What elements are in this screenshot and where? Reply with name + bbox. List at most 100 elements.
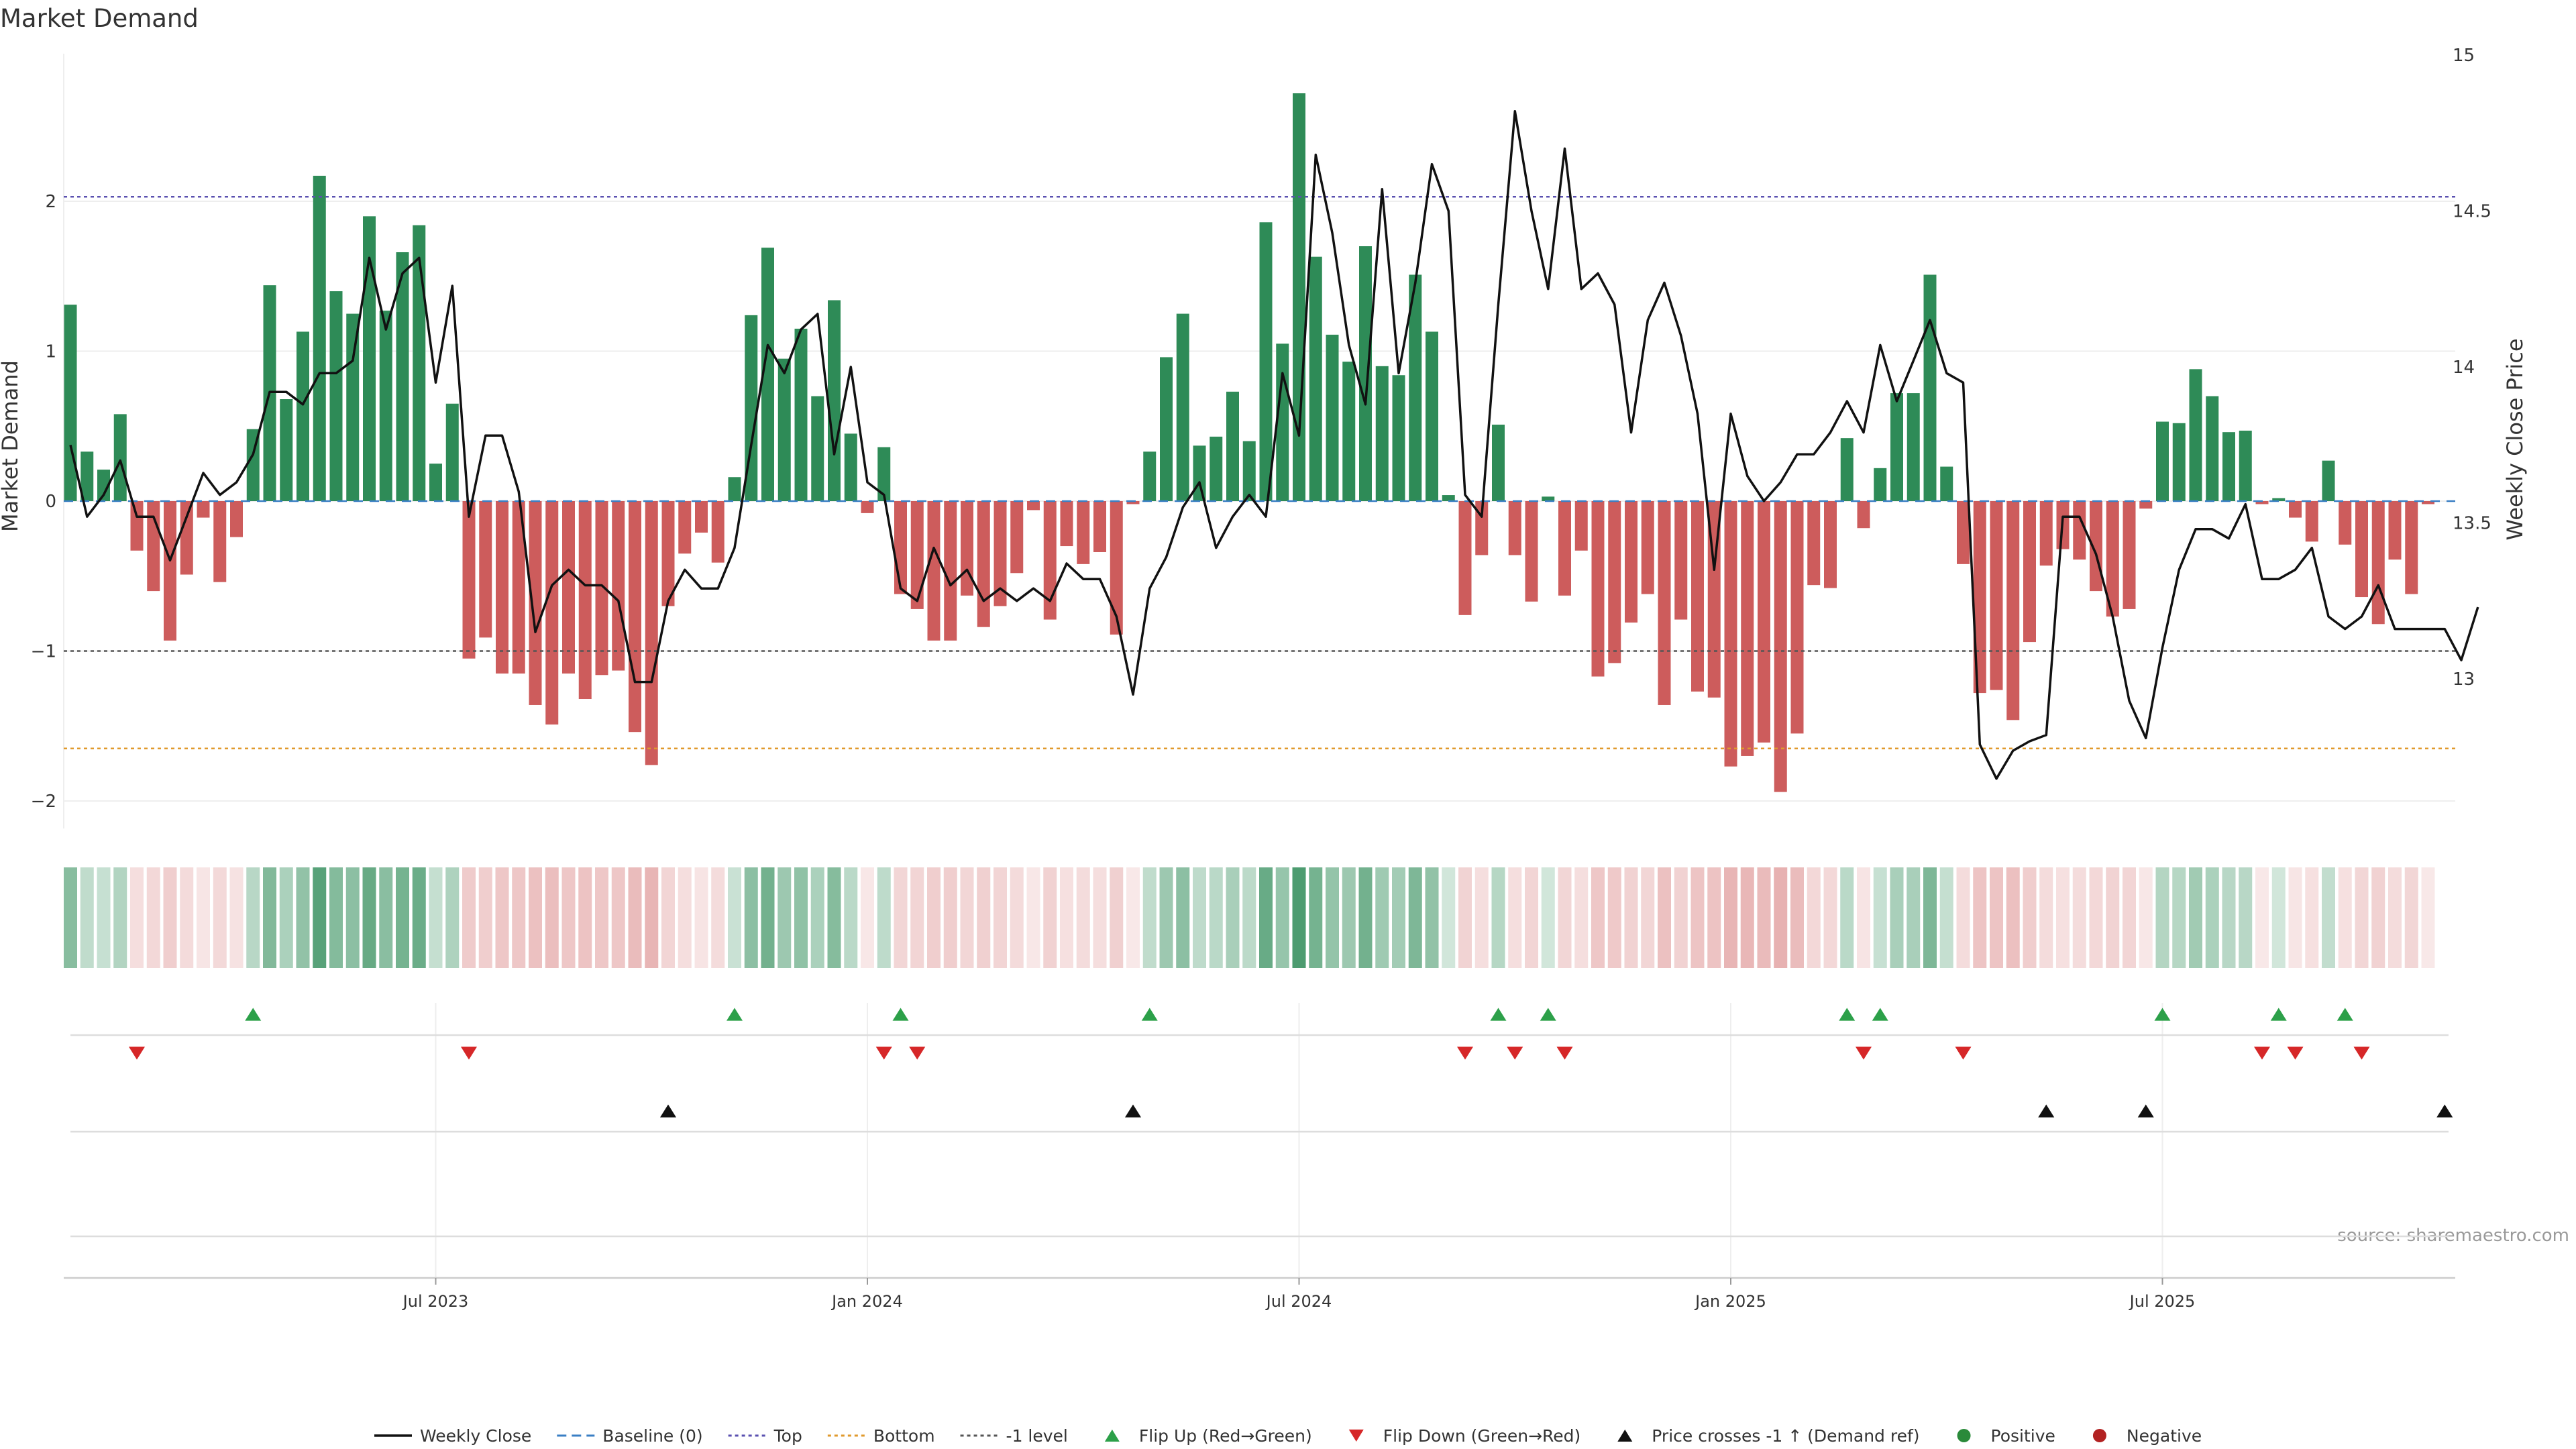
negative-bar <box>629 501 641 733</box>
x-tick-label: Jul 2025 <box>2129 1292 2196 1311</box>
negative-bar <box>1508 501 1521 555</box>
right-axis-label: Weekly Close Price <box>2502 338 2528 540</box>
heat-cell <box>1375 867 1389 968</box>
legend-label: -1 level <box>1006 1426 1068 1446</box>
heat-cell <box>1823 867 1837 968</box>
positive-bar <box>2272 498 2286 501</box>
negative-bar <box>2405 501 2418 594</box>
heat-cell <box>1707 867 1721 968</box>
legend-item: Flip Down (Green→Red) <box>1348 1426 1580 1446</box>
heat-cell <box>1010 867 1024 968</box>
legend-swatch-triangle-down <box>1348 1430 1364 1442</box>
positive-bar <box>1276 343 1289 501</box>
flip-up-marker <box>2337 1008 2353 1021</box>
negative-bar <box>578 501 592 700</box>
negative-bar <box>2006 501 2020 720</box>
positive-bar <box>1426 331 1438 501</box>
heat-cell <box>2089 867 2103 968</box>
heat-cell <box>163 867 177 968</box>
negative-bar <box>529 501 542 705</box>
heat-cell <box>1956 867 1970 968</box>
negative-bar <box>512 501 525 674</box>
negative-bar <box>1824 501 1837 588</box>
heat-cell <box>645 867 659 968</box>
heat-cell <box>2338 867 2352 968</box>
heat-cell <box>1740 867 1754 968</box>
flip-up-marker <box>1490 1008 1507 1021</box>
positive-bar <box>346 313 360 501</box>
heat-cell <box>827 867 841 968</box>
negative-bar <box>1724 501 1737 767</box>
positive-bar <box>2156 421 2169 501</box>
negative-bar <box>2355 501 2368 598</box>
flip-up-marker <box>1540 1008 1556 1021</box>
positive-bar <box>1293 93 1305 501</box>
right-tick-label: 15 <box>2453 46 2475 66</box>
heat-cell <box>545 867 559 968</box>
left-axis-ticks: 2 1 0 −1 −2 <box>31 192 56 812</box>
heat-cell <box>678 867 692 968</box>
heat-cell <box>2123 867 2136 968</box>
negative-bar <box>711 501 724 563</box>
heat-cell <box>1690 867 1705 968</box>
flip-up-marker <box>1141 1008 1158 1021</box>
heat-cell <box>512 867 526 968</box>
negative-bar <box>1807 501 1821 586</box>
negative-bar <box>1591 501 1605 677</box>
legend-swatch-triangle-up <box>1104 1430 1120 1442</box>
heat-cell <box>1275 867 1289 968</box>
heat-cell <box>661 867 675 968</box>
heat-cell <box>711 867 725 968</box>
legend-label: Positive <box>1991 1426 2055 1446</box>
positive-bar <box>413 225 426 501</box>
left-tick-label: 0 <box>45 492 56 512</box>
heat-cell <box>2388 867 2402 968</box>
positive-bar <box>1359 246 1372 501</box>
negative-bar <box>2106 501 2119 617</box>
heat-cell <box>2056 867 2070 968</box>
positive-bar <box>1160 357 1173 501</box>
left-tick-label: 2 <box>45 192 56 212</box>
negative-bar <box>678 501 692 554</box>
heat-cell <box>1873 867 1887 968</box>
heat-cell <box>1558 867 1572 968</box>
heat-cell <box>2239 867 2253 968</box>
flip-up-marker <box>1872 1008 1888 1021</box>
heat-cell <box>229 867 244 968</box>
negative-bar <box>595 501 608 676</box>
flip-down-marker <box>875 1046 892 1060</box>
heat-cell <box>146 867 160 968</box>
negative-bar <box>1110 501 1123 635</box>
right-tick-label: 14.5 <box>2453 202 2491 222</box>
heat-cell <box>2006 867 2020 968</box>
positive-bar <box>794 328 808 501</box>
negative-bar <box>910 501 924 609</box>
negative-bar <box>1608 501 1621 663</box>
price-cross-marker <box>2137 1104 2154 1118</box>
heat-cell <box>2271 867 2286 968</box>
heat-cell <box>1408 867 1422 968</box>
x-tick-label: Jan 2025 <box>1694 1292 1766 1311</box>
positive-bar <box>429 464 442 501</box>
positive-bar <box>1242 441 1256 501</box>
flip-up-marker <box>727 1008 743 1021</box>
negative-bar <box>1043 501 1057 620</box>
heat-cell <box>1591 867 1605 968</box>
price-cross-marker <box>660 1104 676 1118</box>
heat-cell <box>1973 867 1987 968</box>
left-tick-label: 1 <box>45 342 56 362</box>
legend-item: Price crosses -1 ↑ (Demand ref) <box>1617 1426 1920 1446</box>
heat-cell <box>529 867 542 968</box>
heat-cell <box>810 867 824 968</box>
left-tick-label: −1 <box>31 642 56 662</box>
negative-bar <box>230 501 243 537</box>
flip-up-marker <box>2154 1008 2171 1021</box>
heat-cell <box>1574 867 1589 968</box>
positive-bar <box>745 315 758 501</box>
heat-cell <box>2072 867 2086 968</box>
negative-bar <box>961 501 973 596</box>
heat-cell <box>1641 867 1655 968</box>
heat-cell <box>2288 867 2302 968</box>
flip-down-marker <box>2353 1046 2370 1060</box>
